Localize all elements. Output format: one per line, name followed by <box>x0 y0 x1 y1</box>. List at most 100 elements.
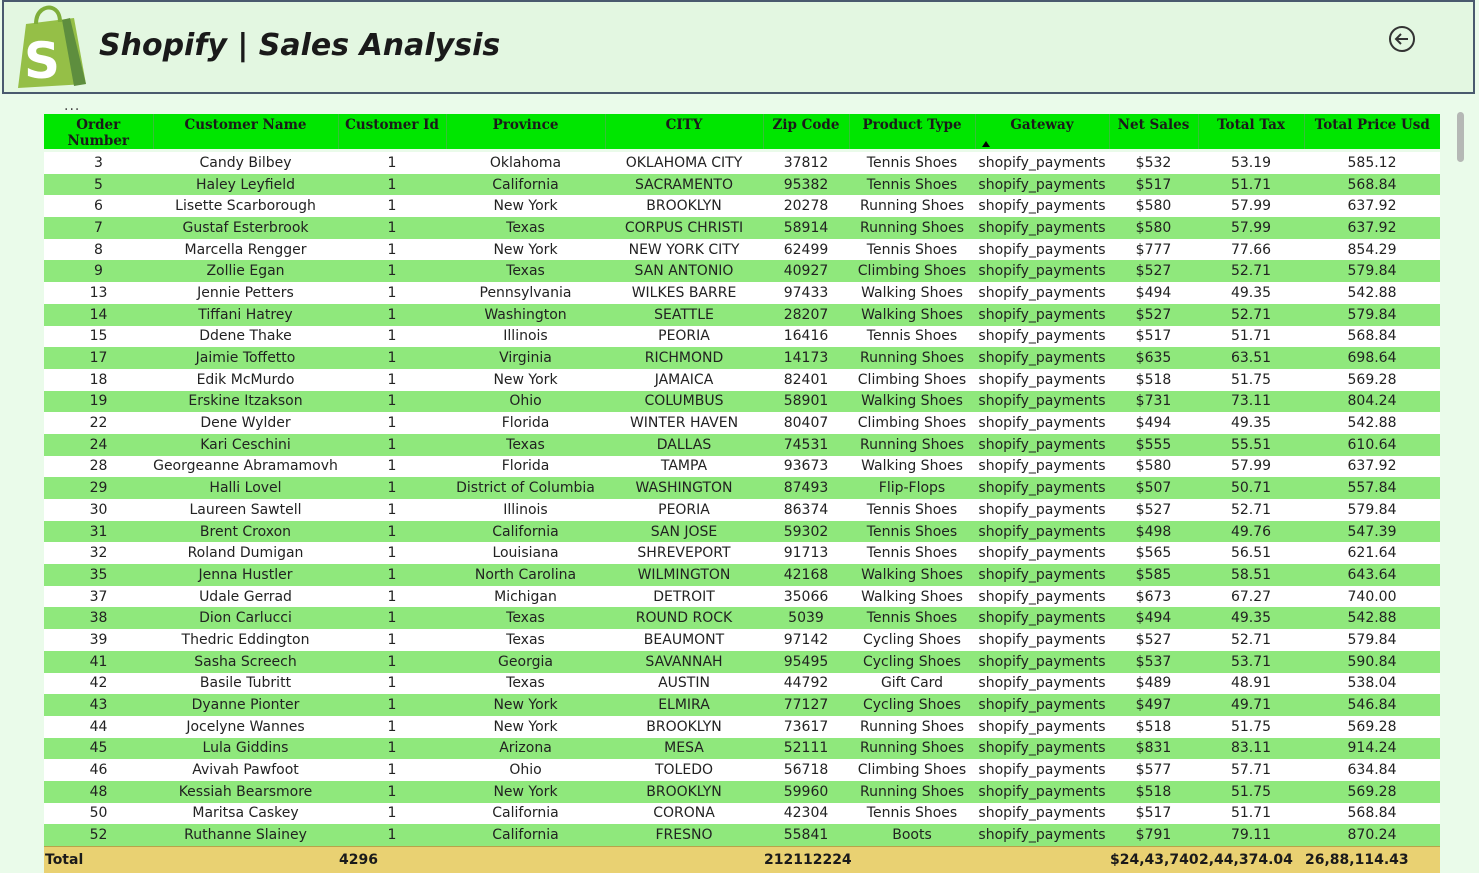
table-cell: $731 <box>1109 391 1198 413</box>
table-cell: 1 <box>338 542 446 564</box>
column-header[interactable]: Gateway <box>975 114 1109 149</box>
table-cell: 1 <box>338 716 446 738</box>
table-cell: 740.00 <box>1304 586 1440 608</box>
column-header[interactable]: Total Tax <box>1198 114 1304 149</box>
table-cell: Sasha Screech <box>153 651 338 673</box>
table-cell: Georgeanne Abramamovh <box>153 456 338 478</box>
table-cell: Cycling Shoes <box>849 694 975 716</box>
table-cell: SEATTLE <box>605 304 763 326</box>
vertical-scrollbar[interactable] <box>1457 112 1464 162</box>
table-cell: 97433 <box>763 282 849 304</box>
table-cell: Virginia <box>446 347 605 369</box>
table-cell: 55841 <box>763 824 849 846</box>
table-cell: 37812 <box>763 152 849 174</box>
table-cell: 29 <box>44 477 153 499</box>
table-cell: 52.71 <box>1198 499 1304 521</box>
table-cell: 1 <box>338 217 446 239</box>
table-cell: Jocelyne Wannes <box>153 716 338 738</box>
table-cell: Florida <box>446 456 605 478</box>
total-cell <box>849 847 975 873</box>
table-cell: shopify_payments <box>975 304 1109 326</box>
table-cell: Lisette Scarborough <box>153 195 338 217</box>
table-cell: $537 <box>1109 651 1198 673</box>
table-cell: 52111 <box>763 738 849 760</box>
table-cell: Jennie Petters <box>153 282 338 304</box>
table-cell: $498 <box>1109 521 1198 543</box>
table-cell: Tennis Shoes <box>849 607 975 629</box>
total-cell: 26,88,114.43 <box>1304 847 1440 873</box>
table-cell: 20278 <box>763 195 849 217</box>
column-header[interactable]: Zip Code <box>763 114 849 149</box>
column-header[interactable]: Province <box>446 114 605 149</box>
column-header[interactable]: Product Type <box>849 114 975 149</box>
table-cell: 1 <box>338 759 446 781</box>
more-options-icon[interactable]: ... <box>64 103 80 109</box>
table-cell: $518 <box>1109 716 1198 738</box>
table-cell: Candy Bilbey <box>153 152 338 174</box>
table-cell: Tennis Shoes <box>849 499 975 521</box>
table-cell: 1 <box>338 326 446 348</box>
table-cell: Cycling Shoes <box>849 651 975 673</box>
table-cell: Louisiana <box>446 542 605 564</box>
table-cell: 621.64 <box>1304 542 1440 564</box>
table-cell: Tennis Shoes <box>849 239 975 261</box>
table-cell: Walking Shoes <box>849 456 975 478</box>
table-cell: Edik McMurdo <box>153 369 338 391</box>
table-cell: 585.12 <box>1304 152 1440 174</box>
table-cell: 3 <box>44 152 153 174</box>
table-cell: $494 <box>1109 607 1198 629</box>
table-cell: $532 <box>1109 152 1198 174</box>
table-cell: $673 <box>1109 586 1198 608</box>
table-cell: 49.35 <box>1198 607 1304 629</box>
column-header[interactable]: Customer Name <box>153 114 338 149</box>
back-arrow-icon[interactable] <box>1387 24 1417 54</box>
column-header[interactable]: Total Price Usd <box>1304 114 1440 149</box>
table-cell: Florida <box>446 412 605 434</box>
table-cell: Texas <box>446 260 605 282</box>
table-cell: TOLEDO <box>605 759 763 781</box>
table-cell: 58.51 <box>1198 564 1304 586</box>
column-header[interactable]: Customer Id <box>338 114 446 149</box>
table-cell: 49.35 <box>1198 412 1304 434</box>
column-header[interactable]: Order Number <box>44 114 153 149</box>
table-cell: Haley Leyfield <box>153 174 338 196</box>
table-cell: 7 <box>44 217 153 239</box>
column-header[interactable]: CITY <box>605 114 763 149</box>
column-header[interactable]: Net Sales <box>1109 114 1198 149</box>
table-cell: 5 <box>44 174 153 196</box>
